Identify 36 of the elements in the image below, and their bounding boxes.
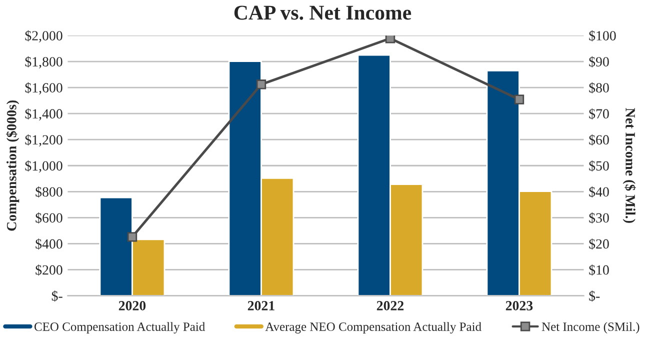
y2-tick-label: $20: [589, 238, 609, 250]
legend-label: Average NEO Compensation Actually Paid: [265, 322, 482, 334]
y2-tick-label: $-: [589, 290, 600, 302]
y-tick-label: $1,800: [25, 56, 62, 68]
y-tick-label: $2,000: [25, 30, 62, 42]
y-tick-label: $1,000: [25, 160, 62, 173]
y-tick-label: $1,600: [25, 82, 62, 94]
x-tick-label: 2023: [506, 301, 533, 310]
legend-label: Net Income (SMil.): [542, 322, 640, 334]
y-tick-label: $-: [52, 290, 62, 302]
y-tick-label: $1,400: [25, 108, 62, 121]
point: [127, 232, 138, 242]
point: [256, 80, 266, 90]
y2-tick-label: $10: [589, 264, 609, 276]
x-tick-label: 2021: [248, 301, 274, 310]
y2-tick-label: $50: [589, 160, 609, 172]
y2-tick-label: $80: [589, 82, 609, 94]
y-tick-label: $1,200: [25, 134, 62, 147]
y-tick-label: $400: [36, 238, 62, 250]
point: [385, 35, 396, 44]
legend-label: CEO Compensation Actually Paid: [34, 322, 205, 334]
y2-axis-title: Net Income ($ Mil.): [622, 108, 636, 223]
y-tick-label: $800: [36, 186, 62, 198]
y2-tick-label: $40: [589, 186, 609, 198]
y-tick-label: $200: [36, 264, 62, 276]
y2-tick-label: $60: [589, 134, 609, 146]
x-tick-label: 2020: [118, 301, 146, 310]
y-axis-title: Compensation ($000s): [6, 100, 20, 231]
y-tick-label: $600: [36, 212, 62, 224]
y2-tick-label: $70: [589, 108, 609, 120]
x-tick-label: 2022: [376, 301, 404, 310]
y2-tick-label: $90: [589, 56, 609, 68]
y2-tick-label: $30: [589, 212, 609, 224]
point: [514, 94, 524, 104]
y2-tick-label: $100: [589, 30, 616, 42]
chart-title: CAP vs. Net Income: [234, 6, 412, 20]
